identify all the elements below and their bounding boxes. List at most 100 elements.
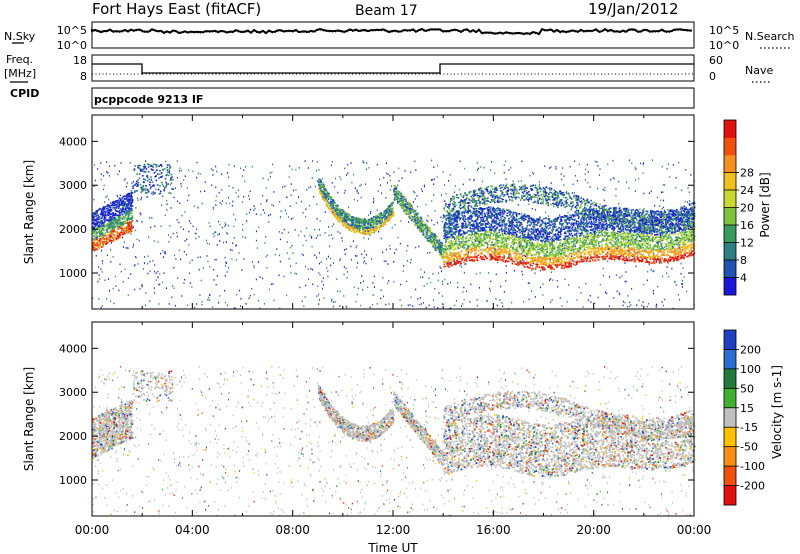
scatter-cell [96,212,98,214]
scatter-cell [98,247,100,250]
scatter-cell [432,238,435,241]
scatter-cell [100,217,102,220]
scatter-cell [657,214,659,216]
scatter-cell [590,223,592,226]
scatter-cell [127,216,129,218]
scatter-cell [125,209,127,211]
scatter-cell [163,190,166,192]
scatter-cell [604,220,606,223]
scatter-cell [109,202,112,204]
scatter-cell [108,206,110,208]
scatter-cell [134,165,136,167]
scatter-cell [541,220,543,223]
scatter-cell [538,220,540,222]
scatter-cell [645,237,648,239]
scatter-cell [464,238,467,240]
scatter-cell [624,215,627,218]
scatter-cell [682,219,684,222]
scatter-cell [124,221,127,223]
scatter-cell [649,258,652,261]
scatter-cell [643,227,646,229]
scatter-cell [473,234,476,237]
scatter-cell [153,185,155,187]
scatter-cell [429,236,431,239]
scatter-cell [170,192,172,195]
scatter-cell [382,222,385,225]
scatter-cell [449,251,451,253]
scatter-cell [341,214,343,217]
scatter-cell [110,210,112,213]
scatter-cell [106,231,109,233]
scatter-cell [403,199,406,202]
scatter-cell [575,233,578,235]
scatter-cell [606,236,609,239]
scatter-cell [430,242,433,244]
scatter-cell [631,255,634,258]
scatter-cell [349,223,352,225]
scatter-cell [560,263,562,266]
scatter-cell [110,240,113,242]
scatter-cell [152,191,155,193]
scatter-cell [421,228,424,231]
scatter-cell [102,244,105,247]
cpid-label: CPID [10,87,39,100]
scatter-cell [103,238,106,241]
scatter-cell [409,203,411,205]
scatter-cell [359,228,361,230]
scatter-cell [111,226,114,228]
scatter-cell [512,211,515,214]
scatter-cell [552,228,554,231]
scatter-cell [357,217,360,220]
scatter-cell [421,221,423,224]
scatter-cell [120,221,122,223]
scatter-cell [166,174,168,176]
scatter-cell [683,205,686,208]
scatter-cell [597,256,599,258]
scatter-cell [101,209,103,212]
scatter-cell [556,218,558,221]
scatter-cell [541,260,544,262]
scatter-cell [95,211,98,213]
scatter-cell [102,245,104,248]
scatter-cell [618,242,620,245]
scatter-cell [407,203,410,205]
scatter-cell [106,237,109,239]
scatter-cell [680,211,682,213]
scatter-cell [144,191,147,194]
scatter-cell [617,238,619,240]
scatter-cell [111,213,113,215]
scatter-cell [397,194,400,197]
scatter-cell [533,230,536,232]
scatter-cell [482,256,485,258]
scatter-cell [519,223,521,226]
scatter-cell [323,189,325,191]
scatter-cell [669,209,672,211]
scatter-cell [146,176,149,179]
scatter-cell [624,233,626,236]
scatter-cell [420,230,422,233]
scatter-cell [645,235,648,237]
scatter-cell [648,238,651,240]
scatter-cell [369,222,371,225]
scatter-cell [336,218,338,221]
scatter-cell [172,179,174,181]
scatter-cell [429,235,432,237]
scatter-cell [92,216,94,218]
scatter-cell [372,218,374,221]
scatter-cell [346,215,349,218]
scatter-cell [410,214,413,217]
scatter-cell [488,248,490,251]
scatter-cell [670,213,672,215]
scatter-cell [690,253,692,255]
scatter-cell [165,174,167,177]
scatter-cell [448,231,451,233]
scatter-cell [92,242,94,244]
scatter-cell [126,231,129,233]
scatter-cell [598,227,601,230]
scatter-cell [504,210,506,213]
scatter-cell [320,192,323,194]
scatter-cell [376,217,379,219]
freq-tick-top: 18 [73,54,87,67]
scatter-cell [470,211,472,213]
scatter-cell [326,205,329,208]
